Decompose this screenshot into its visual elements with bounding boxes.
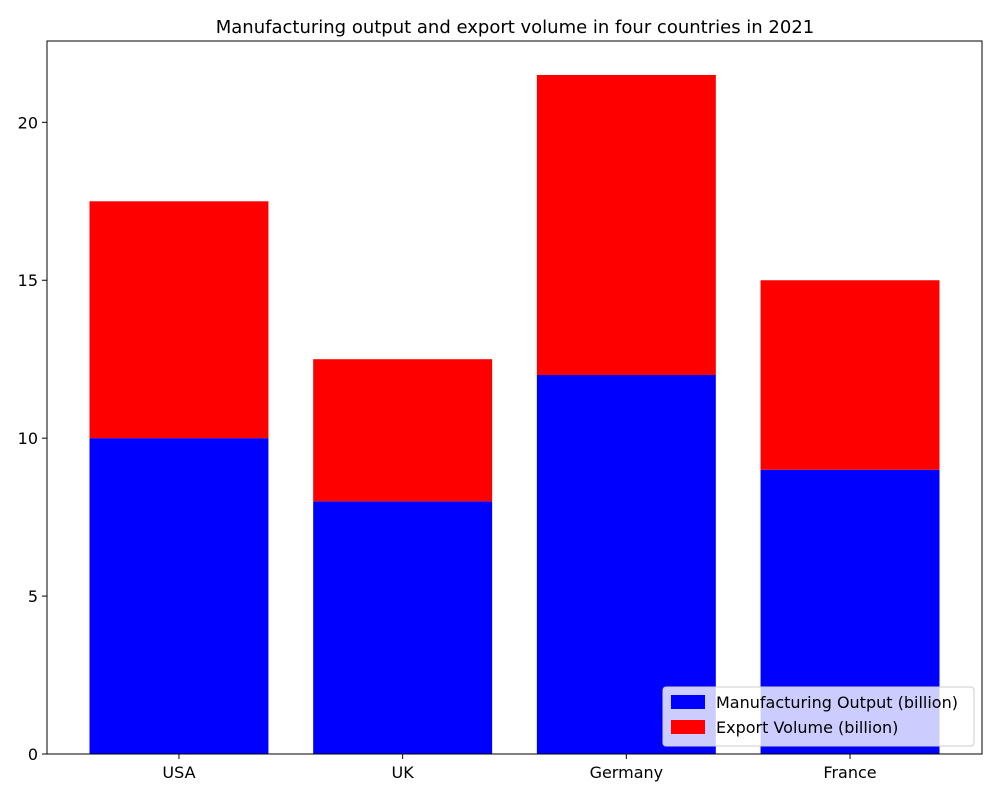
bar-usa-series-1 xyxy=(89,201,269,439)
bar-usa-series-0 xyxy=(89,438,269,754)
y-axis-ticks: 0 5 10 15 20 xyxy=(18,113,47,764)
x-axis-ticks: USA UK Germany France xyxy=(162,754,877,782)
axes-group xyxy=(46,40,983,755)
bar-uk-series-0 xyxy=(313,501,493,754)
y-tick-label: 10 xyxy=(18,429,38,448)
x-tick-label: Germany xyxy=(590,763,664,782)
legend-frame xyxy=(662,686,975,747)
chart-title: Manufacturing output and export volume i… xyxy=(216,17,814,38)
y-tick-label: 0 xyxy=(28,745,38,764)
x-tick-label: France xyxy=(823,763,876,782)
x-tick-label: USA xyxy=(162,763,195,782)
y-tick-label: 15 xyxy=(18,271,38,290)
legend: Manufacturing Output (billion) Export Vol… xyxy=(662,686,975,747)
legend-swatch-1 xyxy=(671,720,705,734)
bar-france-series-1 xyxy=(760,280,940,470)
y-tick-label: 5 xyxy=(28,587,38,606)
bar-germany-series-1 xyxy=(536,74,716,375)
legend-swatch-0 xyxy=(671,695,705,709)
legend-label-0: Manufacturing Output (billion) xyxy=(716,693,958,712)
legend-label-1: Export Volume (billion) xyxy=(716,718,898,737)
y-tick-label: 20 xyxy=(18,113,38,132)
bar-uk-series-1 xyxy=(313,359,493,502)
x-tick-label: UK xyxy=(392,763,415,782)
plot-frame xyxy=(46,40,983,755)
bars-group xyxy=(89,74,940,754)
